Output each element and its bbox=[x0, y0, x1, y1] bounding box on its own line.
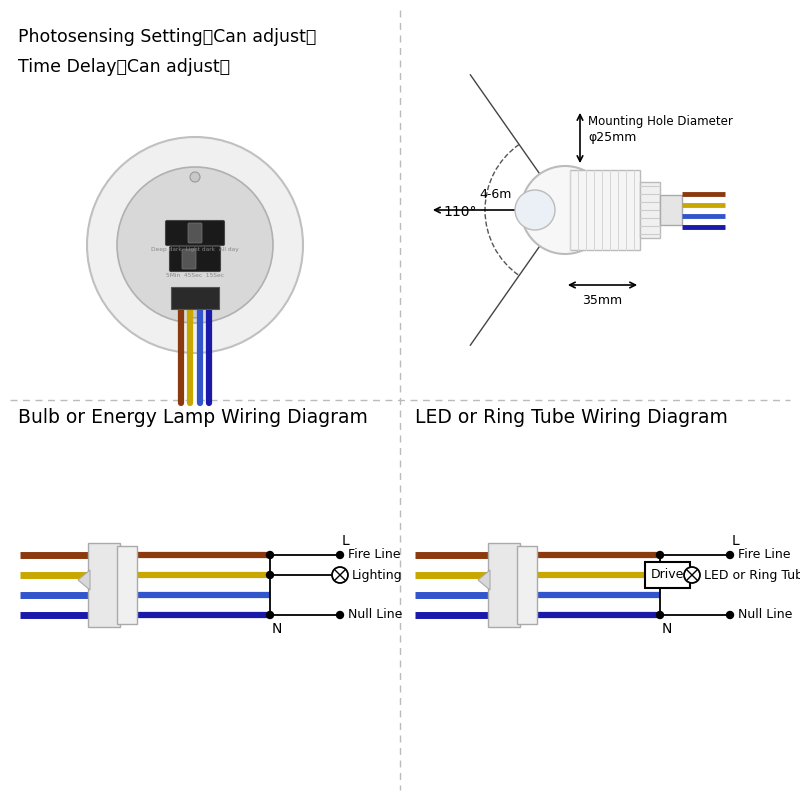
Text: Fire Line: Fire Line bbox=[348, 549, 401, 562]
Polygon shape bbox=[478, 570, 490, 590]
FancyBboxPatch shape bbox=[570, 170, 640, 250]
Circle shape bbox=[684, 567, 700, 583]
Text: Lighting: Lighting bbox=[352, 569, 402, 582]
Circle shape bbox=[337, 611, 343, 618]
Polygon shape bbox=[78, 570, 90, 590]
Text: N: N bbox=[662, 622, 672, 636]
FancyBboxPatch shape bbox=[488, 543, 520, 627]
FancyBboxPatch shape bbox=[645, 562, 690, 588]
Text: Time Delay（Can adjust）: Time Delay（Can adjust） bbox=[18, 58, 230, 76]
Text: L: L bbox=[732, 534, 740, 548]
Circle shape bbox=[190, 308, 200, 318]
Circle shape bbox=[726, 551, 734, 558]
Text: φ25mm: φ25mm bbox=[588, 131, 636, 145]
FancyBboxPatch shape bbox=[88, 543, 120, 627]
FancyBboxPatch shape bbox=[660, 195, 682, 225]
Text: Null Line: Null Line bbox=[738, 609, 792, 622]
Text: L: L bbox=[342, 534, 350, 548]
Text: 110°: 110° bbox=[443, 205, 477, 219]
Circle shape bbox=[726, 611, 734, 618]
Text: Photosensing Setting（Can adjust）: Photosensing Setting（Can adjust） bbox=[18, 28, 316, 46]
Text: N: N bbox=[272, 622, 282, 636]
Circle shape bbox=[337, 551, 343, 558]
FancyBboxPatch shape bbox=[517, 546, 537, 624]
Text: Deep dark  Light dark  All day: Deep dark Light dark All day bbox=[151, 247, 239, 252]
Circle shape bbox=[657, 551, 663, 558]
Text: LED or Ring Tube Wiring Diagram: LED or Ring Tube Wiring Diagram bbox=[415, 408, 728, 427]
Text: Fire Line: Fire Line bbox=[738, 549, 790, 562]
Circle shape bbox=[515, 190, 555, 230]
FancyBboxPatch shape bbox=[170, 246, 221, 271]
Circle shape bbox=[332, 567, 348, 583]
Text: Null Line: Null Line bbox=[348, 609, 402, 622]
Text: 5Min  45Sec  15Sec: 5Min 45Sec 15Sec bbox=[166, 273, 224, 278]
FancyBboxPatch shape bbox=[117, 546, 137, 624]
FancyBboxPatch shape bbox=[166, 221, 225, 246]
Circle shape bbox=[657, 611, 663, 618]
FancyBboxPatch shape bbox=[188, 223, 202, 243]
Text: 35mm: 35mm bbox=[582, 294, 622, 307]
FancyBboxPatch shape bbox=[171, 287, 219, 309]
Circle shape bbox=[87, 137, 303, 353]
FancyBboxPatch shape bbox=[640, 182, 660, 238]
Circle shape bbox=[266, 551, 274, 558]
Text: 4-6m: 4-6m bbox=[479, 187, 512, 201]
FancyBboxPatch shape bbox=[182, 249, 196, 269]
Circle shape bbox=[266, 571, 274, 578]
Text: LED or Ring Tube: LED or Ring Tube bbox=[704, 569, 800, 582]
Circle shape bbox=[521, 166, 609, 254]
Circle shape bbox=[190, 172, 200, 182]
Circle shape bbox=[117, 167, 273, 323]
Text: Bulb or Energy Lamp Wiring Diagram: Bulb or Energy Lamp Wiring Diagram bbox=[18, 408, 368, 427]
Text: Mounting Hole Diameter: Mounting Hole Diameter bbox=[588, 115, 733, 129]
Text: Drive: Drive bbox=[651, 569, 684, 582]
Circle shape bbox=[266, 611, 274, 618]
